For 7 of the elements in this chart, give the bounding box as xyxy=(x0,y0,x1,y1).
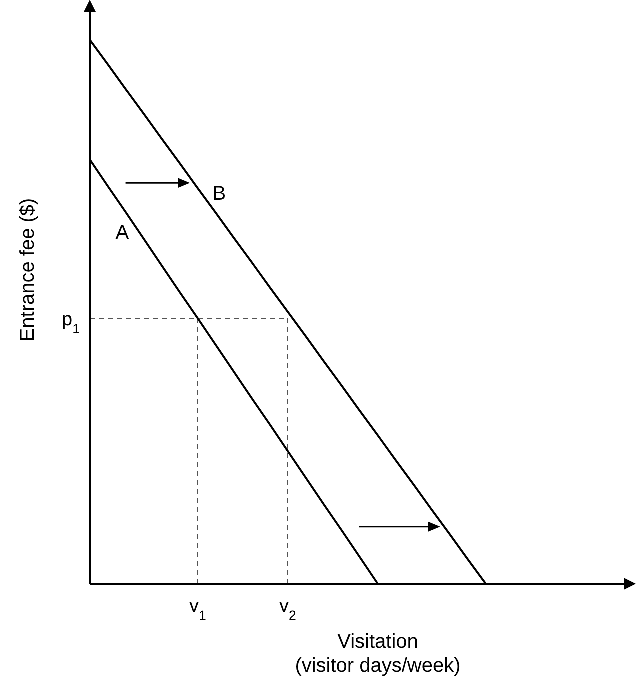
y-axis-title: Entrance fee ($) xyxy=(17,198,39,342)
series-label: A xyxy=(116,222,130,244)
x-tick-label: v$_{2}$ xyxy=(280,596,296,622)
x-axis-title: Visitation (visitor days/week) xyxy=(295,631,461,677)
text: p$_{1}$ xyxy=(62,310,80,336)
x-tick-label: v$_{1}$ xyxy=(190,596,206,622)
legend-label: B xyxy=(212,182,226,205)
